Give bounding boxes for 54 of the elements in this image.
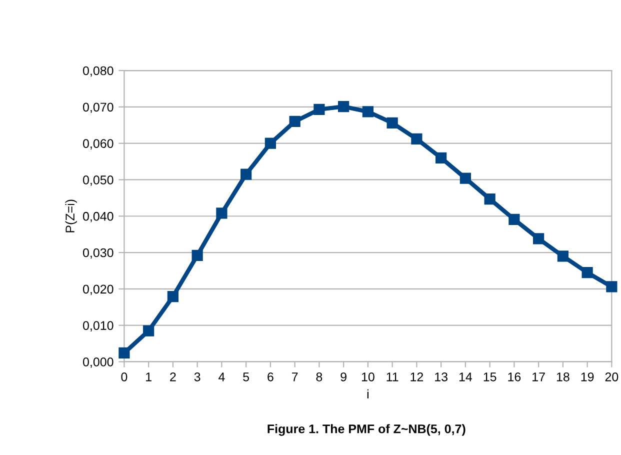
x-tick-label: 14 <box>459 372 472 382</box>
x-tick-label: 17 <box>532 372 545 382</box>
point <box>460 172 471 184</box>
y-tick-label: 0,050 <box>82 176 114 186</box>
point <box>411 133 422 145</box>
x-tick-label: 5 <box>243 372 250 382</box>
caption: Figure 1. The PMF of Z~NB(5, 0,7) <box>268 424 466 436</box>
point <box>118 347 130 359</box>
point <box>264 138 276 149</box>
point <box>289 116 300 128</box>
y-tick-label: 0,080 <box>82 66 114 77</box>
x-tick-label: 13 <box>435 372 448 382</box>
x-tick-label: 3 <box>194 372 200 382</box>
x-tick-label: 19 <box>581 372 594 382</box>
point <box>484 193 496 205</box>
point <box>167 291 179 302</box>
x-tick-label: 7 <box>292 372 298 382</box>
y-axis-title: P(Z=i) <box>65 200 77 232</box>
y-tick-label: 0,060 <box>82 139 114 150</box>
y-tick-label: 0,010 <box>82 321 114 332</box>
point <box>582 266 593 278</box>
point <box>436 152 447 164</box>
x-tick-label: 20 <box>605 372 618 382</box>
y-tick-label: 0,070 <box>82 102 114 114</box>
x-axis-title: i <box>367 389 368 398</box>
point <box>557 250 568 262</box>
x-tick-label: 15 <box>484 372 496 382</box>
point <box>508 214 520 225</box>
point <box>314 104 325 116</box>
x-tick-label: 2 <box>170 372 176 382</box>
point <box>386 117 398 128</box>
x-tick-label: 11 <box>386 372 398 382</box>
x-tick-label: 0 <box>121 372 128 382</box>
point <box>338 101 350 112</box>
y-tick-label: 0,040 <box>82 212 114 222</box>
point <box>240 168 252 180</box>
x-tick-label: 12 <box>410 372 424 382</box>
x-tick-label: 9 <box>340 372 346 382</box>
x-tick-label: 10 <box>362 372 374 382</box>
point <box>606 281 618 292</box>
x-tick-label: 8 <box>316 372 322 382</box>
x-tick-label: 4 <box>218 372 225 382</box>
x-tick-label: 16 <box>508 372 521 382</box>
y-tick-label: 0,030 <box>82 248 114 259</box>
point <box>362 106 374 118</box>
point <box>192 250 203 261</box>
point <box>533 233 544 244</box>
point <box>216 208 228 219</box>
y-tick-label: 0,000 <box>82 358 114 368</box>
y-tick-label: 0,020 <box>82 284 114 296</box>
x-tick-label: 6 <box>268 372 274 382</box>
x-tick-label: 18 <box>556 372 570 382</box>
x-tick-label: 1 <box>146 372 152 382</box>
point <box>143 325 154 336</box>
